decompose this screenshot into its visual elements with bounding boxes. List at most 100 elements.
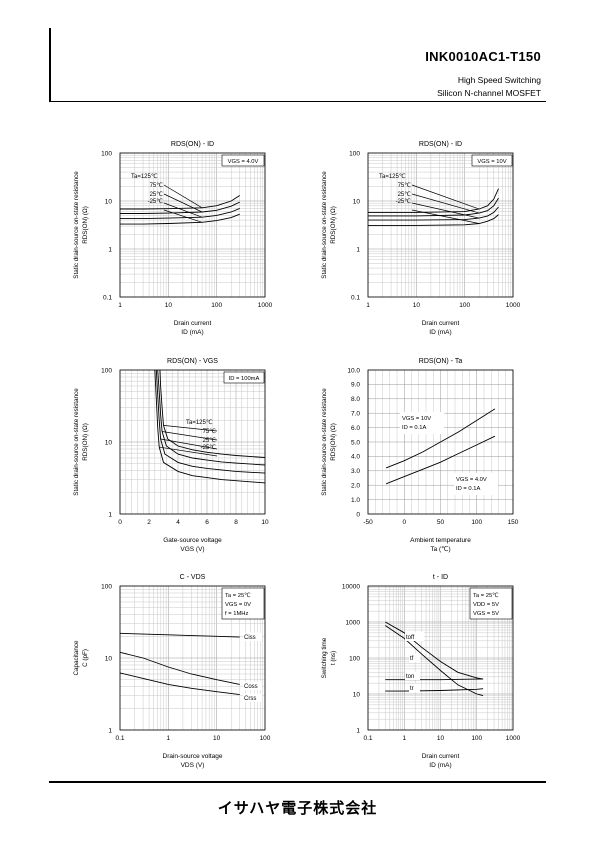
y-tick-label: 9.0 [351, 382, 360, 389]
y-axis-unit: t (ns) [330, 651, 337, 665]
x-axis-unit: ID (mA) [429, 762, 451, 769]
series-label-bg [243, 693, 262, 702]
y-tick-label: 0.1 [351, 294, 360, 301]
condition-text: VGS = 0V [225, 602, 251, 608]
leader-line [163, 193, 203, 213]
x-tick-label: 100 [459, 302, 470, 309]
x-tick-label: 1000 [506, 302, 521, 309]
x-tick-label: 150 [508, 519, 519, 526]
chart-rds-id-10v: 1 10 100 1000 0.1 1 10 100 RDS(ON) - ID Drain cur… [321, 141, 521, 336]
condition-box [471, 154, 513, 167]
y-tick-label: 0 [356, 511, 360, 518]
y-tick-label: 2.0 [351, 483, 360, 490]
y-axis-label: Switching time [321, 637, 328, 678]
x-tick-label: -50 [363, 519, 373, 526]
temperature-label: 75℃ [398, 182, 412, 189]
series-label-ciss: Ciss [244, 635, 256, 641]
condition-text: VDD = 5V [473, 602, 499, 608]
y-axis-label: Static drain-source on-state resistance [73, 171, 80, 279]
series-line-1 [119, 651, 240, 685]
plot-frame [119, 152, 266, 298]
chart-title: RDS(ON) - ID [419, 141, 462, 148]
condition-box [221, 154, 265, 167]
x-axis-unit: VDS (V) [181, 762, 205, 769]
y-tick-label: 1 [108, 511, 112, 518]
x-tick-label: 8 [234, 519, 238, 526]
subtitle-switching: High Speed Switching [457, 75, 541, 85]
y-tick-label: 4.0 [351, 454, 360, 461]
series-line-1 [385, 625, 484, 697]
series-line-2 [385, 678, 484, 681]
leader-line [411, 184, 480, 210]
y-axis-label: Capacitance [73, 640, 80, 676]
temperature-label: -25℃ [148, 198, 164, 205]
footer-rule [49, 781, 546, 783]
y-axis-unit: C (pF) [82, 649, 89, 667]
chart-title: RDS(ON) - VGS [167, 358, 218, 365]
x-axis-label: Gate-source voltage [163, 537, 222, 544]
x-axis-unit: ID (mA) [181, 329, 203, 336]
series-label-bg [409, 683, 420, 692]
temperature-label: 75℃ [203, 428, 217, 435]
chart-title: RDS(ON) - ID [171, 141, 214, 148]
x-tick-label: 10 [437, 735, 445, 742]
company-name: イサハヤ電子株式会社 [217, 800, 378, 817]
y-axis-unit: RDS(ON) (Ω) [330, 423, 337, 461]
y-tick-label: 8.0 [351, 396, 360, 403]
x-axis-unit: Ta (℃) [430, 545, 450, 553]
header-rule [49, 101, 546, 102]
x-tick-label: 10 [261, 519, 269, 526]
temperature-label: -25℃ [201, 444, 217, 451]
annotation-bg [400, 412, 444, 434]
x-tick-label: 10 [165, 302, 173, 309]
leader-line [411, 202, 480, 219]
condition-text: Ta = 25℃ [473, 592, 499, 599]
leader-line [160, 438, 218, 450]
condition-box [221, 587, 265, 620]
y-tick-label: 1 [356, 246, 360, 253]
x-tick-label: 1 [167, 735, 171, 742]
series-label-coss: Coss [244, 684, 258, 690]
condition-text: VGS = 4.0V [228, 159, 259, 165]
x-axis-label: Ambient temperature [410, 537, 471, 544]
y-axis-unit: RDS(ON) (Ω) [330, 206, 337, 244]
y-axis-label: Static drain-source on-state resistance [321, 171, 328, 279]
header-frame-left [49, 28, 51, 102]
annotation-text: VGS = 10V [402, 416, 431, 422]
series-label-bg [405, 632, 424, 641]
temperature-label: 25℃ [150, 191, 164, 198]
y-tick-label: 100 [101, 150, 112, 157]
series-line-0 [159, 369, 266, 458]
x-axis-unit: ID (mA) [429, 329, 451, 336]
plot-frame [367, 585, 514, 731]
series-line-0 [385, 621, 484, 680]
condition-box [223, 371, 265, 384]
x-tick-label: 0.1 [363, 735, 372, 742]
y-tick-label: 3.0 [351, 468, 360, 475]
y-axis-unit: RDS(ON) (Ω) [82, 423, 89, 461]
y-tick-label: 1 [108, 246, 112, 253]
leader-line [163, 184, 203, 209]
series-line-3 [154, 369, 266, 484]
plot-frame [119, 369, 266, 515]
y-tick-label: 10000 [342, 583, 360, 590]
x-axis-label: Drain current [174, 320, 212, 327]
series-label-tf: tf [410, 656, 414, 662]
y-tick-label: 10 [105, 439, 113, 446]
x-tick-label: 100 [211, 302, 222, 309]
condition-text: ID = 100mA [229, 376, 260, 382]
x-tick-label: 100 [471, 519, 482, 526]
leader-line [163, 202, 203, 218]
y-axis-label: Static drain-source on-state resistance [321, 388, 328, 496]
x-tick-label: 0.1 [115, 735, 124, 742]
leader-line [161, 431, 218, 441]
x-tick-label: 2 [147, 519, 151, 526]
x-tick-label: 1 [366, 302, 370, 309]
condition-text: VGS = 10V [477, 159, 506, 165]
series-line-2 [155, 369, 266, 474]
condition-box [469, 587, 513, 620]
temperature-label: 75℃ [150, 182, 164, 189]
series-label-bg [405, 671, 420, 680]
